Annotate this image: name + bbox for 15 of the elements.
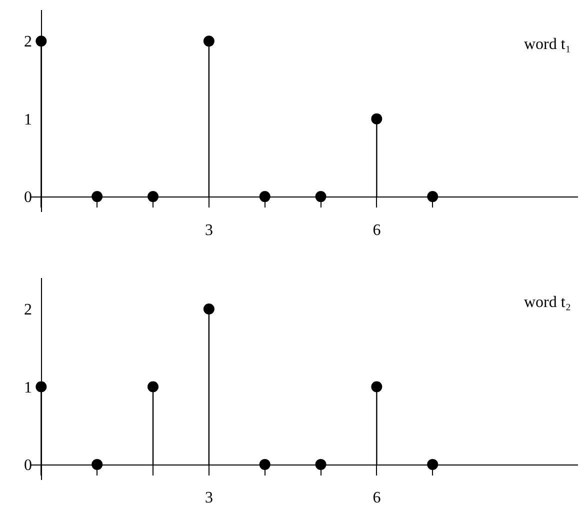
point [371, 381, 382, 392]
point [148, 381, 159, 392]
y-tick-label: 1 [24, 111, 32, 128]
point [203, 303, 214, 314]
point [203, 36, 214, 47]
point [371, 113, 382, 124]
y-tick-label: 2 [24, 34, 32, 51]
x-tick-label: 3 [204, 222, 213, 239]
x-tick-label: 6 [372, 222, 381, 239]
annotation: word t₂ [524, 294, 571, 311]
x-tick-label: 3 [204, 490, 213, 507]
y-tick-label: 1 [24, 379, 32, 396]
y-tick-label: 2 [24, 302, 32, 319]
annotation: word t₁ [524, 36, 571, 53]
x-tick-label: 6 [372, 490, 381, 507]
